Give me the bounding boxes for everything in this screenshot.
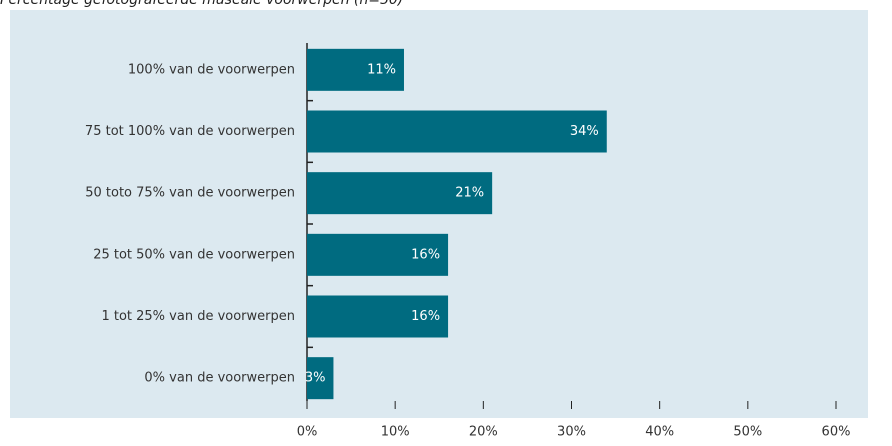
y-tick-label: 75 tot 100% van de voorwerpen [85,124,295,139]
value-label: 21% [455,186,484,201]
bar [307,233,449,276]
value-label: 16% [411,309,440,324]
x-tick-label: 40% [645,425,674,440]
x-tick-label: 0% [297,425,318,440]
y-tick-label: 50 toto 75% van de voorwerpen [85,186,295,201]
bar [307,48,404,91]
x-tick-label: 30% [557,425,586,440]
value-label: 16% [411,247,440,262]
bar [307,357,334,400]
x-tick-label: 60% [822,425,851,440]
bar [307,172,493,215]
y-tick-label: 0% van de voorwerpen [144,371,295,386]
value-label: 34% [570,124,599,139]
value-label: 3% [305,371,326,386]
value-label: 11% [367,62,396,77]
y-tick-label: 25 tot 50% van de voorwerpen [93,247,295,262]
y-tick-label: 1 tot 25% van de voorwerpen [101,309,295,324]
x-tick-label: 10% [381,425,410,440]
chart-title: Percentage gefotografeerde museale voorw… [0,0,403,8]
x-tick-label: 20% [469,425,498,440]
y-tick-label: 100% van de voorwerpen [128,62,295,77]
x-tick-label: 50% [733,425,762,440]
bar [307,110,607,153]
bar [307,295,449,338]
